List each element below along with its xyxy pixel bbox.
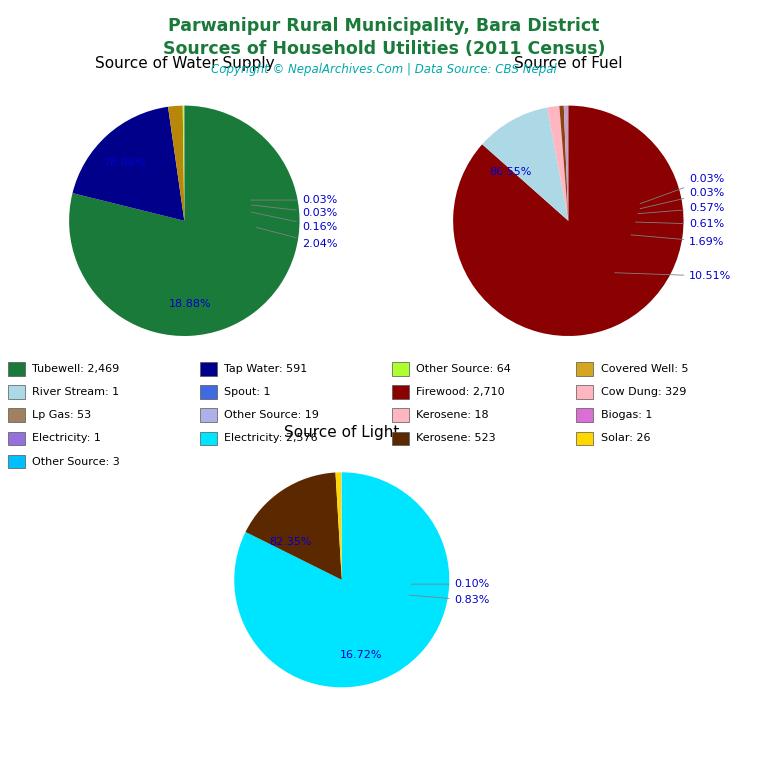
Text: 18.88%: 18.88%	[169, 299, 211, 309]
Wedge shape	[453, 105, 684, 336]
Text: Covered Well: 5: Covered Well: 5	[601, 364, 688, 374]
Text: 82.35%: 82.35%	[269, 537, 311, 548]
FancyBboxPatch shape	[576, 432, 593, 445]
Text: 0.03%: 0.03%	[250, 195, 337, 205]
FancyBboxPatch shape	[200, 409, 217, 422]
Title: Source of Fuel: Source of Fuel	[514, 57, 623, 71]
Text: 0.61%: 0.61%	[636, 219, 724, 230]
Text: Cow Dung: 329: Cow Dung: 329	[601, 387, 686, 397]
FancyBboxPatch shape	[576, 409, 593, 422]
Wedge shape	[559, 106, 568, 221]
Text: 2.04%: 2.04%	[256, 227, 337, 249]
Text: Sources of Household Utilities (2011 Census): Sources of Household Utilities (2011 Cen…	[163, 40, 605, 58]
FancyBboxPatch shape	[576, 362, 593, 376]
FancyBboxPatch shape	[8, 409, 25, 422]
Wedge shape	[482, 108, 568, 221]
FancyBboxPatch shape	[8, 455, 25, 468]
Text: Kerosene: 523: Kerosene: 523	[416, 433, 496, 443]
Text: Tubewell: 2,469: Tubewell: 2,469	[32, 364, 120, 374]
Wedge shape	[183, 106, 184, 221]
Wedge shape	[168, 106, 184, 221]
Text: Other Source: 64: Other Source: 64	[416, 364, 511, 374]
Wedge shape	[246, 472, 342, 580]
Text: Other Source: 3: Other Source: 3	[32, 457, 120, 467]
Text: 78.86%: 78.86%	[103, 158, 146, 168]
FancyBboxPatch shape	[200, 362, 217, 376]
Text: 0.03%: 0.03%	[640, 174, 724, 204]
FancyBboxPatch shape	[392, 362, 409, 376]
Wedge shape	[564, 106, 568, 221]
Wedge shape	[336, 472, 342, 580]
FancyBboxPatch shape	[392, 385, 409, 399]
Text: 0.03%: 0.03%	[641, 188, 724, 209]
Text: Copyright © NepalArchives.Com | Data Source: CBS Nepal: Copyright © NepalArchives.Com | Data Sou…	[211, 63, 557, 76]
Text: Other Source: 19: Other Source: 19	[224, 410, 319, 420]
FancyBboxPatch shape	[8, 385, 25, 399]
Text: Parwanipur Rural Municipality, Bara District: Parwanipur Rural Municipality, Bara Dist…	[168, 17, 600, 35]
Text: 0.83%: 0.83%	[409, 595, 490, 605]
Text: 1.69%: 1.69%	[631, 235, 725, 247]
FancyBboxPatch shape	[392, 432, 409, 445]
Text: Firewood: 2,710: Firewood: 2,710	[416, 387, 505, 397]
FancyBboxPatch shape	[200, 432, 217, 445]
Text: Electricity: 1: Electricity: 1	[32, 433, 101, 443]
Text: Electricity: 2,576: Electricity: 2,576	[224, 433, 318, 443]
FancyBboxPatch shape	[8, 362, 25, 376]
Text: Kerosene: 18: Kerosene: 18	[416, 410, 489, 420]
FancyBboxPatch shape	[200, 385, 217, 399]
Title: Source of Water Supply: Source of Water Supply	[94, 57, 274, 71]
Text: 16.72%: 16.72%	[340, 650, 382, 660]
Wedge shape	[234, 472, 449, 687]
Text: Lp Gas: 53: Lp Gas: 53	[32, 410, 91, 420]
Text: 0.03%: 0.03%	[252, 205, 337, 218]
Text: Tap Water: 591: Tap Water: 591	[224, 364, 307, 374]
Wedge shape	[548, 106, 568, 221]
Text: Biogas: 1: Biogas: 1	[601, 410, 652, 420]
Text: 0.10%: 0.10%	[411, 579, 490, 589]
Title: Source of Light: Source of Light	[284, 425, 399, 440]
Text: Spout: 1: Spout: 1	[224, 387, 271, 397]
Text: 0.16%: 0.16%	[252, 212, 337, 232]
Text: 0.57%: 0.57%	[638, 203, 725, 214]
FancyBboxPatch shape	[576, 385, 593, 399]
Wedge shape	[69, 105, 300, 336]
Text: 86.55%: 86.55%	[489, 167, 532, 177]
Wedge shape	[72, 107, 184, 221]
Text: Solar: 26: Solar: 26	[601, 433, 650, 443]
FancyBboxPatch shape	[8, 432, 25, 445]
Text: 10.51%: 10.51%	[615, 271, 732, 281]
Text: River Stream: 1: River Stream: 1	[32, 387, 119, 397]
FancyBboxPatch shape	[392, 409, 409, 422]
